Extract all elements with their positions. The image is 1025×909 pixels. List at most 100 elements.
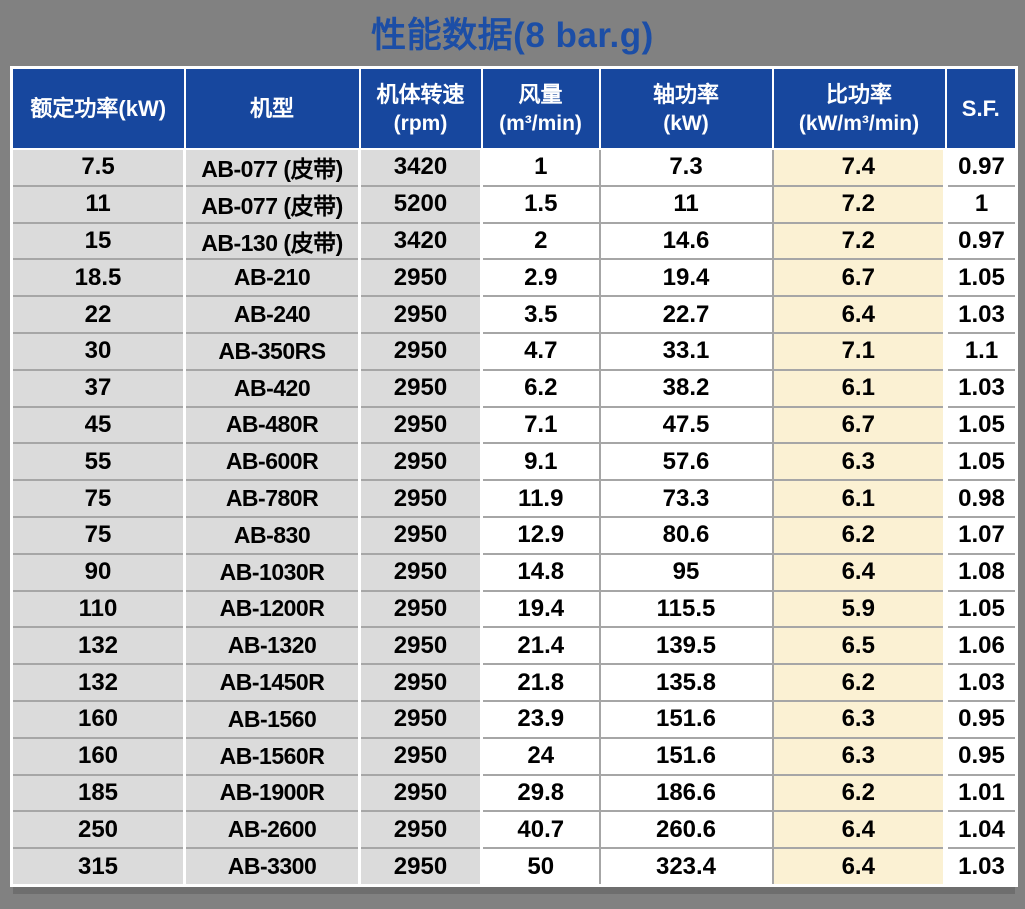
table-cell: 1.01 xyxy=(943,773,1018,813)
table-row: 250 AB-2600 2950 40.7 260.6 6.4 1.04 xyxy=(10,810,1018,850)
table-cell: 7.3 xyxy=(598,148,774,187)
table-cell: 6.7 xyxy=(771,405,947,445)
table-cell: 1 xyxy=(480,148,601,187)
table-row: 18.5 AB-210 2950 2.9 19.4 6.7 1.05 xyxy=(10,258,1018,298)
table-cell: 2950 xyxy=(358,810,483,850)
table-cell: 4.7 xyxy=(480,331,601,371)
table-cell: AB-480R xyxy=(183,405,361,445)
table-cell: 7.4 xyxy=(771,148,947,187)
table-cell: 2950 xyxy=(358,589,483,629)
table-cell: 151.6 xyxy=(598,736,774,776)
table-cell: 2950 xyxy=(358,736,483,776)
table-cell: 1.5 xyxy=(480,184,601,224)
table-cell: 45 xyxy=(10,405,186,445)
column-header-2: 机体转速 (rpm) xyxy=(358,66,483,150)
column-header-label: 轴功率 xyxy=(652,81,719,107)
table-cell: AB-350RS xyxy=(183,331,361,371)
table-cell: 6.3 xyxy=(771,736,947,776)
table-row: 90 AB-1030R 2950 14.8 95 6.4 1.08 xyxy=(10,552,1018,592)
table-cell: AB-600R xyxy=(183,442,361,482)
table-cell: 95 xyxy=(598,552,774,592)
table-cell: 33.1 xyxy=(598,331,774,371)
table-cell: 0.95 xyxy=(943,699,1018,739)
table-cell: 22.7 xyxy=(598,295,774,334)
table-cell: 6.4 xyxy=(771,810,947,850)
table-body: 7.5 AB-077 (皮带) 3420 1 7.3 7.4 0.97 11 AB-077 (皮… xyxy=(10,148,1018,887)
table-cell: AB-1200R xyxy=(183,589,361,629)
table-cell: 24 xyxy=(480,736,601,776)
column-header-unit: (rpm) xyxy=(393,111,448,135)
table-cell: 9.1 xyxy=(480,442,601,482)
table-row: 15 AB-130 (皮带) 3420 2 14.6 7.2 0.97 xyxy=(10,221,1018,261)
table-cell: 315 xyxy=(10,847,186,887)
table-cell: 110 xyxy=(10,589,186,629)
table-cell: 7.2 xyxy=(771,184,947,224)
table-cell: 6.1 xyxy=(771,479,947,518)
table-cell: 6.5 xyxy=(771,626,947,666)
table-cell: 1.05 xyxy=(943,258,1018,298)
table-cell: 19.4 xyxy=(598,258,774,298)
table-cell: 0.98 xyxy=(943,479,1018,518)
table-cell: 1.05 xyxy=(943,405,1018,445)
table-cell: 29.8 xyxy=(480,773,601,813)
table-cell: 2950 xyxy=(358,331,483,371)
table-cell: 30 xyxy=(10,331,186,371)
table-cell: 11 xyxy=(598,184,774,224)
table-cell: 7.1 xyxy=(480,405,601,445)
table-row: 55 AB-600R 2950 9.1 57.6 6.3 1.05 xyxy=(10,442,1018,482)
table-cell: 2950 xyxy=(358,773,483,813)
table-cell: 57.6 xyxy=(598,442,774,482)
table-cell: 11.9 xyxy=(480,479,601,518)
table-cell: 2950 xyxy=(358,258,483,298)
table-cell: 1.03 xyxy=(943,663,1018,702)
table-cell: 3420 xyxy=(358,148,483,187)
column-header-0: 额定功率(kW) xyxy=(10,66,186,150)
table-cell: 2 xyxy=(480,221,601,261)
table-cell: 1.03 xyxy=(943,295,1018,334)
table-cell: 139.5 xyxy=(598,626,774,666)
table-cell: 135.8 xyxy=(598,663,774,702)
table-cell: 5.9 xyxy=(771,589,947,629)
table-cell: 3420 xyxy=(358,221,483,261)
table-cell: 40.7 xyxy=(480,810,601,850)
table-cell: 0.97 xyxy=(943,221,1018,261)
table-cell: 7.2 xyxy=(771,221,947,261)
table-row: 37 AB-420 2950 6.2 38.2 6.1 1.03 xyxy=(10,368,1018,408)
table-cell: 6.4 xyxy=(771,552,947,592)
table-cell: AB-1560R xyxy=(183,736,361,776)
table-cell: 2950 xyxy=(358,295,483,334)
table-cell: 2950 xyxy=(358,663,483,702)
table-cell: AB-3300 xyxy=(183,847,361,887)
table-cell: 6.2 xyxy=(771,663,947,702)
table-cell: 2950 xyxy=(358,368,483,408)
table-cell: 2.9 xyxy=(480,258,601,298)
table-row: 7.5 AB-077 (皮带) 3420 1 7.3 7.4 0.97 xyxy=(10,148,1018,187)
table-cell: 55 xyxy=(10,442,186,482)
table-cell: 37 xyxy=(10,368,186,408)
table-cell: 1.05 xyxy=(943,442,1018,482)
column-header-label: 机型 xyxy=(249,95,294,121)
table-cell: 2950 xyxy=(358,479,483,518)
table-cell: 18.5 xyxy=(10,258,186,298)
table-cell: 21.8 xyxy=(480,663,601,702)
column-header-label: 比功率 xyxy=(825,81,892,107)
table-cell: AB-1320 xyxy=(183,626,361,666)
table-cell: 38.2 xyxy=(598,368,774,408)
table-cell: 160 xyxy=(10,699,186,739)
table-cell: 260.6 xyxy=(598,810,774,850)
table-cell: 14.6 xyxy=(598,221,774,261)
table-cell: 6.2 xyxy=(480,368,601,408)
table-cell: 250 xyxy=(10,810,186,850)
table-cell: AB-1450R xyxy=(183,663,361,702)
table-cell: 47.5 xyxy=(598,405,774,445)
table-cell: 2950 xyxy=(358,405,483,445)
table-cell: 1.04 xyxy=(943,810,1018,850)
table-cell: 160 xyxy=(10,736,186,776)
table-cell: 1.03 xyxy=(943,368,1018,408)
table-cell: 80.6 xyxy=(598,515,774,555)
table-cell: 2950 xyxy=(358,847,483,887)
table-cell: 185 xyxy=(10,773,186,813)
table-cell: 0.97 xyxy=(943,148,1018,187)
table-row: 160 AB-1560R 2950 24 151.6 6.3 0.95 xyxy=(10,736,1018,776)
